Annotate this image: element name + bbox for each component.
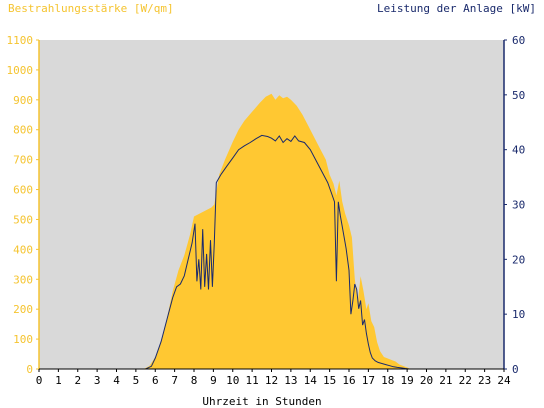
x-tick-label: 19 (401, 374, 414, 387)
x-tick-label: 2 (74, 374, 81, 387)
left-y-tick-label: 1000 (7, 64, 34, 77)
x-tick-label: 10 (226, 374, 239, 387)
right-axis-title: Leistung der Anlage [kW] (377, 2, 536, 15)
right-y-tick-label: 30 (512, 199, 525, 212)
x-tick-label: 3 (94, 374, 101, 387)
left-y-tick-label: 100 (13, 333, 33, 346)
left-y-tick-label: 800 (13, 124, 33, 137)
x-tick-label: 14 (304, 374, 318, 387)
x-tick-label: 24 (497, 374, 511, 387)
x-tick-label: 6 (152, 374, 159, 387)
x-tick-label: 12 (265, 374, 278, 387)
x-tick-label: 4 (113, 374, 120, 387)
x-tick-label: 20 (420, 374, 433, 387)
x-tick-label: 11 (246, 374, 259, 387)
left-y-tick-label: 200 (13, 303, 33, 316)
left-y-tick-label: 500 (13, 213, 33, 226)
x-axis-label: Uhrzeit in Stunden (202, 395, 321, 408)
x-tick-label: 21 (439, 374, 452, 387)
right-y-tick-label: 50 (512, 89, 525, 102)
x-tick-label: 5 (133, 374, 140, 387)
right-y-tick-label: 0 (512, 363, 519, 376)
left-y-tick-label: 900 (13, 94, 33, 107)
right-y-tick-label: 40 (512, 144, 525, 157)
x-tick-label: 17 (362, 374, 375, 387)
x-tick-label: 16 (342, 374, 355, 387)
x-tick-label: 8 (191, 374, 198, 387)
series-power-line (39, 134, 504, 370)
x-tick-label: 22 (459, 374, 472, 387)
left-y-tick-label: 0 (26, 363, 33, 376)
x-tick-label: 0 (36, 374, 43, 387)
x-tick-label: 23 (478, 374, 491, 387)
left-y-tick-label: 600 (13, 184, 33, 197)
right-y-tick-label: 60 (512, 34, 525, 47)
left-y-tick-label: 1100 (7, 34, 34, 47)
series-irradiance-area (39, 93, 504, 370)
left-axis-title: Bestrahlungsstärke [W/qm] (8, 2, 174, 15)
x-tick-label: 13 (284, 374, 297, 387)
x-tick-label: 9 (210, 374, 217, 387)
left-y-tick-label: 400 (13, 243, 33, 256)
x-tick-label: 1 (55, 374, 62, 387)
x-tick-label: 7 (171, 374, 178, 387)
x-tick-label: 18 (381, 374, 394, 387)
left-y-tick-label: 300 (13, 273, 33, 286)
left-y-tick-label: 700 (13, 154, 33, 167)
right-y-tick-label: 10 (512, 308, 525, 321)
x-tick-label: 15 (323, 374, 336, 387)
right-y-tick-label: 20 (512, 253, 525, 266)
